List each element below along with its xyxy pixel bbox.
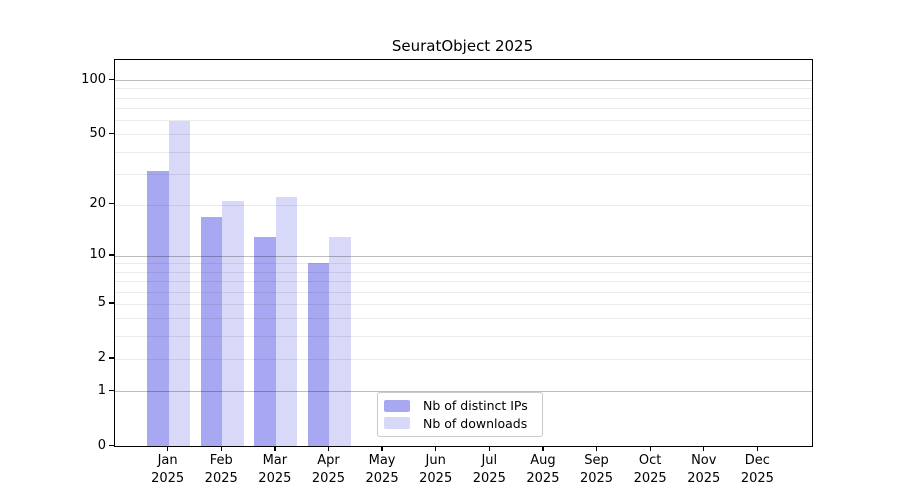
x-label-month: Aug [530, 453, 556, 468]
x-tick-label-may: May 2025 [350, 452, 414, 488]
x-label-month: Oct [638, 453, 662, 468]
x-tick-dec [756, 446, 759, 451]
x-label-year: 2025 [633, 471, 667, 486]
legend: Nb of distinct IPs Nb of downloads [377, 392, 543, 437]
y-tick-1 [109, 389, 114, 391]
legend-swatch-distinct-ips [384, 399, 410, 412]
x-label-month: Mar [262, 453, 288, 468]
x-label-month: Nov [691, 453, 717, 468]
x-tick-jul [488, 446, 490, 451]
x-tick-aug [542, 446, 544, 451]
x-label-month: Jun [425, 453, 446, 468]
x-label-year: 2025 [472, 471, 506, 486]
x-tick-label-jan: Jan 2025 [136, 452, 200, 488]
x-tick-may [381, 446, 383, 451]
plot-area [114, 59, 813, 447]
x-label-year: 2025 [311, 471, 345, 486]
x-label-month: Sep [584, 453, 609, 468]
bar-jan-downloads [168, 121, 191, 446]
x-label-month: Apr [317, 453, 340, 468]
x-label-month: Feb [209, 453, 233, 468]
bar-mar-downloads [275, 197, 298, 446]
chart-title: SeuratObject 2025 [391, 37, 534, 55]
y-tick-0 [109, 444, 114, 446]
bar-mar-distinct-ips [254, 236, 276, 446]
x-label-year: 2025 [419, 471, 453, 486]
y-tick-label-20: 20 [89, 196, 106, 212]
y-tick-10 [109, 254, 114, 256]
y-tick-50 [109, 132, 114, 134]
x-label-year: 2025 [526, 471, 560, 486]
y-tick-label-0: 0 [97, 437, 106, 453]
y-tick-5 [109, 302, 114, 304]
x-tick-label-nov: Nov 2025 [672, 452, 736, 488]
x-tick-feb [220, 446, 222, 451]
legend-label-distinct-ips: Nb of distinct IPs [423, 398, 528, 414]
x-label-year: 2025 [740, 471, 774, 486]
x-label-year: 2025 [579, 471, 614, 486]
y-tick-label-10: 10 [89, 247, 106, 263]
bar-feb-distinct-ips [200, 216, 223, 446]
x-label-month: Jan [157, 453, 178, 468]
x-label-year: 2025 [365, 471, 399, 486]
y-tick-100 [109, 78, 114, 80]
x-tick-label-feb: Feb 2025 [189, 452, 253, 488]
legend-entry-downloads: Nb of downloads [384, 415, 534, 432]
x-tick-label-jun: Jun 2025 [404, 452, 468, 488]
legend-swatch-downloads [384, 417, 410, 430]
x-tick-jan [167, 446, 169, 451]
bars-layer [115, 60, 812, 446]
x-label-year: 2025 [204, 471, 238, 486]
x-label-year: 2025 [151, 471, 185, 486]
x-label-year: 2025 [258, 471, 292, 486]
x-tick-label-jul: Jul 2025 [457, 452, 521, 488]
legend-label-downloads: Nb of downloads [423, 415, 528, 431]
y-tick-20 [109, 203, 114, 205]
bar-apr-downloads [329, 236, 351, 446]
x-label-month: May [368, 453, 396, 468]
x-tick-label-sep: Sep 2025 [565, 452, 629, 488]
y-tick-label-100: 100 [81, 71, 106, 87]
y-tick-label-50: 50 [89, 125, 106, 141]
x-tick-label-oct: Oct 2025 [618, 452, 682, 488]
bar-apr-distinct-ips [308, 263, 330, 446]
x-label-year: 2025 [687, 471, 721, 486]
x-tick-label-mar: Mar 2025 [243, 452, 307, 488]
x-tick-mar [274, 446, 276, 451]
bar-jan-distinct-ips [147, 171, 169, 446]
x-tick-apr [327, 446, 330, 451]
x-tick-sep [595, 446, 598, 451]
y-tick-label-1: 1 [97, 382, 106, 398]
y-tick-label-2: 2 [97, 350, 106, 366]
x-tick-label-aug: Aug 2025 [511, 452, 575, 488]
x-tick-label-dec: Dec 2025 [725, 452, 789, 488]
legend-entry-distinct-ips: Nb of distinct IPs [384, 397, 534, 414]
x-label-month: Jul [481, 453, 498, 468]
bar-feb-downloads [222, 200, 244, 446]
x-tick-jun [435, 446, 437, 451]
x-tick-oct [649, 446, 651, 451]
y-tick-2 [109, 357, 114, 359]
x-tick-label-apr: Apr 2025 [296, 452, 360, 488]
y-tick-label-5: 5 [97, 295, 106, 311]
x-tick-nov [703, 446, 705, 451]
x-label-month: Dec [744, 453, 770, 468]
